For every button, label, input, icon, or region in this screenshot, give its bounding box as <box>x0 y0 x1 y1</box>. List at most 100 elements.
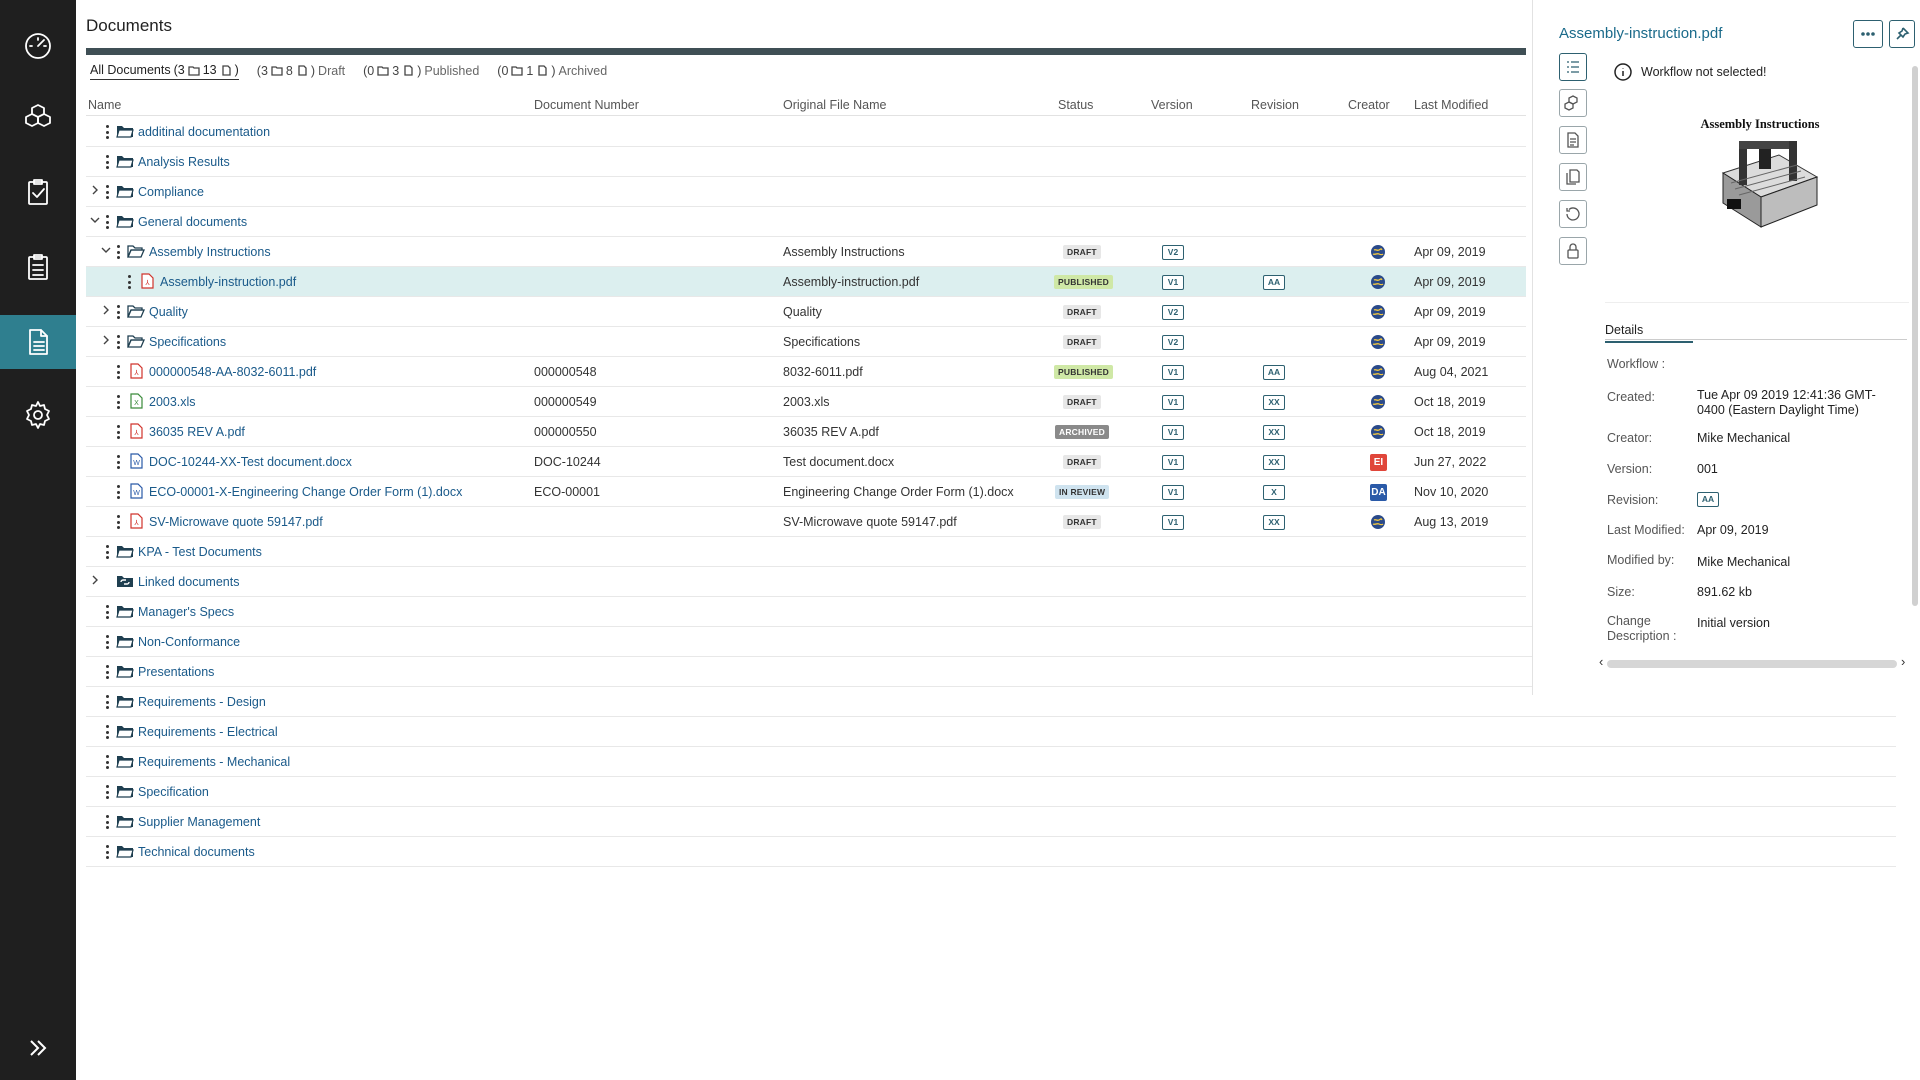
nav-lists[interactable] <box>0 240 76 294</box>
chevron-right-icon[interactable] <box>101 334 111 346</box>
scroll-right-arrow[interactable]: › <box>1901 654 1906 669</box>
more-actions-button[interactable] <box>1853 20 1883 48</box>
nav-products[interactable] <box>0 90 76 144</box>
creator-avatar-icon[interactable] <box>1370 394 1386 410</box>
table-row[interactable]: Compliance <box>86 177 1526 207</box>
row-name[interactable]: Requirements - Electrical <box>138 725 278 739</box>
creator-initials-avatar[interactable]: EI <box>1370 454 1387 471</box>
row-menu-icon[interactable] <box>104 544 110 560</box>
filter-tab-all-documents[interactable]: All Documents (3 13) <box>90 63 239 80</box>
row-menu-icon[interactable] <box>115 244 121 260</box>
table-row[interactable]: Manager's Specs <box>86 597 1896 627</box>
row-menu-icon[interactable] <box>115 394 121 410</box>
table-row[interactable]: X 2003.xls 000000549 2003.xls DRAFT V1 XX Oct 1… <box>86 387 1526 417</box>
table-row[interactable]: Presentations <box>86 657 1896 687</box>
row-name[interactable]: General documents <box>138 215 248 229</box>
row-menu-icon[interactable] <box>104 844 110 860</box>
row-menu-icon[interactable] <box>115 424 121 440</box>
tab-copies[interactable] <box>1559 163 1587 191</box>
tab-permissions[interactable] <box>1559 237 1587 265</box>
chevron-right-icon[interactable] <box>101 304 111 316</box>
filter-tab-archived[interactable]: (0 1) Archived <box>497 63 607 80</box>
chevron-down-icon[interactable] <box>101 244 111 256</box>
table-row[interactable]: ⅄ 36035 REV A.pdf 000000550 36035 REV A.pdf… <box>86 417 1526 447</box>
row-menu-icon[interactable] <box>115 484 121 500</box>
table-row[interactable]: General documents <box>86 207 1526 237</box>
table-row[interactable]: Technical documents <box>86 837 1896 867</box>
row-menu-icon[interactable] <box>115 364 121 380</box>
row-name[interactable]: additinal documentation <box>138 125 271 139</box>
table-row[interactable]: W DOC-10244-XX-Test document.docx DOC-1024… <box>86 447 1526 477</box>
row-name[interactable]: 2003.xls <box>149 395 196 409</box>
table-row[interactable]: ⅄ 000000548-AA-8032-6011.pdf 000000548 8032… <box>86 357 1526 387</box>
row-name[interactable]: Presentations <box>138 665 215 679</box>
row-menu-icon[interactable] <box>115 454 121 470</box>
table-row[interactable]: Assembly Instructions Assembly Instructio… <box>86 237 1526 267</box>
row-menu-icon[interactable] <box>115 334 121 350</box>
pin-button[interactable] <box>1889 20 1915 48</box>
table-row[interactable]: ⅄ SV-Microwave quote 59147.pdf SV-Microwav… <box>86 507 1526 537</box>
row-menu-icon[interactable] <box>104 124 110 140</box>
col-document-number[interactable]: Document Number <box>534 98 639 112</box>
creator-initials-avatar[interactable]: DA <box>1370 484 1387 501</box>
row-menu-icon[interactable] <box>104 604 110 620</box>
col-version[interactable]: Version <box>1151 98 1193 112</box>
col-name[interactable]: Name <box>88 98 122 112</box>
row-menu-icon[interactable] <box>104 184 110 200</box>
filter-tab-draft[interactable]: (3 8) Draft <box>257 63 345 80</box>
row-name[interactable]: 000000548-AA-8032-6011.pdf <box>149 365 317 379</box>
scroll-left-arrow[interactable]: ‹ <box>1599 654 1604 669</box>
table-row[interactable]: Non-Conformance <box>86 627 1896 657</box>
row-name[interactable]: Linked documents <box>138 575 240 589</box>
tab-notes[interactable] <box>1559 126 1587 154</box>
row-menu-icon[interactable] <box>104 664 110 680</box>
details-tab[interactable]: Details <box>1605 323 1693 343</box>
nav-documents[interactable] <box>0 315 76 369</box>
row-name[interactable]: Assembly Instructions <box>149 245 271 259</box>
col-revision[interactable]: Revision <box>1251 98 1299 112</box>
row-menu-icon[interactable] <box>104 694 110 710</box>
creator-avatar-icon[interactable] <box>1370 244 1386 260</box>
table-row[interactable]: Requirements - Electrical <box>86 717 1896 747</box>
table-row[interactable]: W ECO-00001-X-Engineering Change Order Fo… <box>86 477 1526 507</box>
col-original-file-name[interactable]: Original File Name <box>783 98 887 112</box>
table-row[interactable]: ⅄ Assembly-instruction.pdf Assembly-instru… <box>86 267 1526 297</box>
row-name[interactable]: Manager's Specs <box>138 605 235 619</box>
row-name[interactable]: Specifications <box>149 335 227 349</box>
row-name[interactable]: DOC-10244-XX-Test document.docx <box>149 455 352 469</box>
table-row[interactable]: KPA - Test Documents <box>86 537 1526 567</box>
document-preview[interactable]: Assembly Instructions <box>1605 85 1909 303</box>
row-name[interactable]: Assembly-instruction.pdf <box>160 275 297 289</box>
row-menu-icon[interactable] <box>104 724 110 740</box>
chevron-right-icon[interactable] <box>90 574 100 586</box>
row-name[interactable]: KPA - Test Documents <box>138 545 262 559</box>
row-name[interactable]: Analysis Results <box>138 155 230 169</box>
creator-avatar-icon[interactable] <box>1370 514 1386 530</box>
row-name[interactable]: ECO-00001-X-Engineering Change Order For… <box>149 485 463 499</box>
row-menu-icon[interactable] <box>104 214 110 230</box>
row-menu-icon[interactable] <box>104 814 110 830</box>
row-menu-icon[interactable] <box>115 514 121 530</box>
row-name[interactable]: Supplier Management <box>138 815 261 829</box>
table-row[interactable]: Requirements - Mechanical <box>86 747 1896 777</box>
vertical-scrollbar[interactable] <box>1912 66 1918 606</box>
table-row[interactable]: Specifications Specifications DRAFT V2 Apr 0… <box>86 327 1526 357</box>
nav-settings[interactable] <box>0 388 76 442</box>
row-name[interactable]: Non-Conformance <box>138 635 241 649</box>
tab-related[interactable] <box>1559 89 1587 117</box>
tab-history[interactable] <box>1559 200 1587 228</box>
tab-details[interactable] <box>1559 53 1587 81</box>
row-name[interactable]: Requirements - Design <box>138 695 266 709</box>
row-name[interactable]: 36035 REV A.pdf <box>149 425 245 439</box>
col-status[interactable]: Status <box>1058 98 1094 112</box>
row-menu-icon[interactable] <box>104 754 110 770</box>
table-row[interactable]: Quality Quality DRAFT V2 Apr 09, 2019 <box>86 297 1526 327</box>
nav-tasks[interactable] <box>0 165 76 219</box>
creator-avatar-icon[interactable] <box>1370 274 1386 290</box>
row-name[interactable]: Specification <box>138 785 209 799</box>
table-row[interactable]: Requirements - Design <box>86 687 1896 717</box>
col-creator[interactable]: Creator <box>1348 98 1390 112</box>
nav-dashboard[interactable] <box>0 18 76 72</box>
row-name[interactable]: Technical documents <box>138 845 255 859</box>
row-menu-icon[interactable] <box>126 274 132 290</box>
